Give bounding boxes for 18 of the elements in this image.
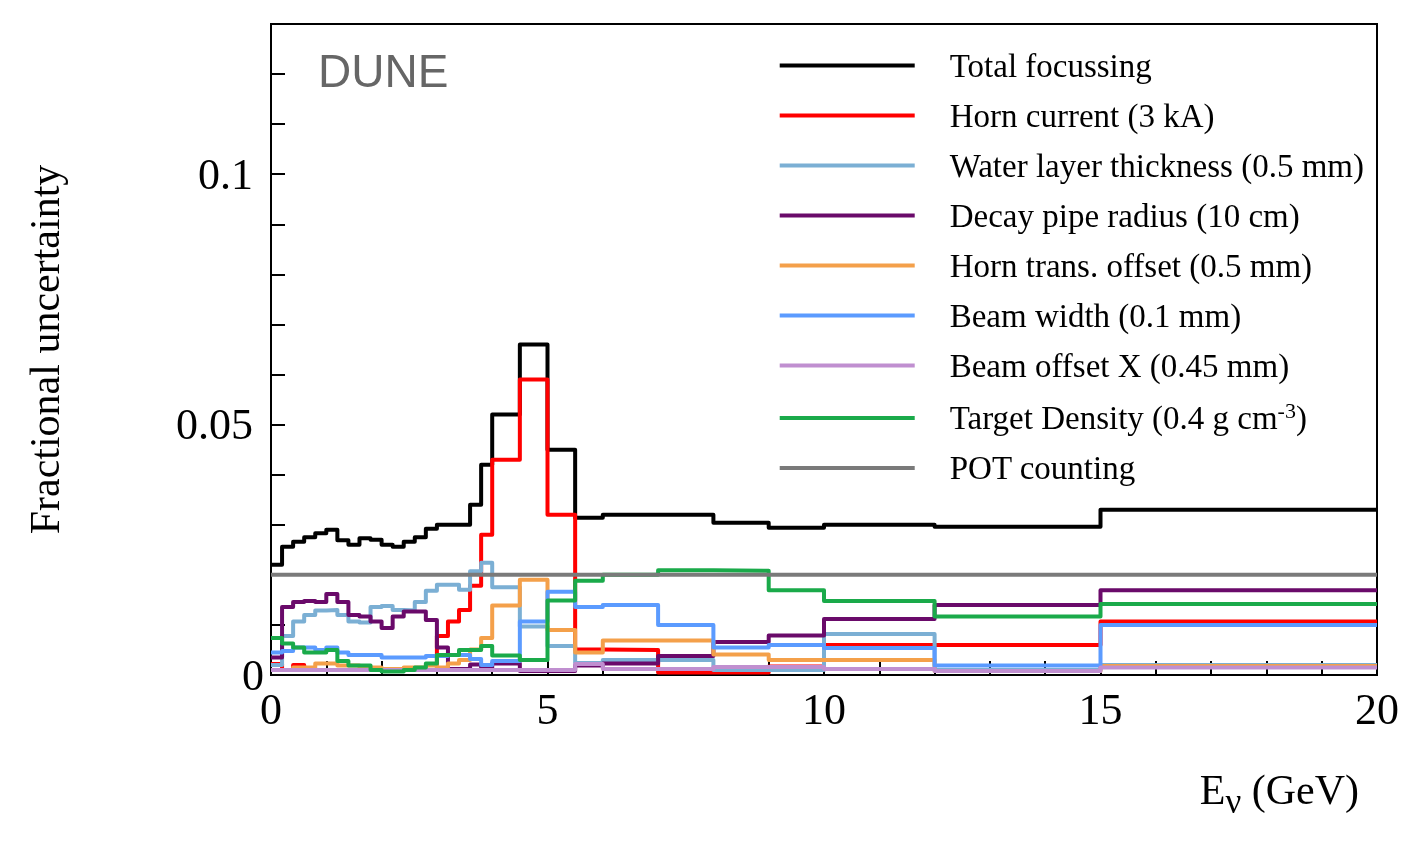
legend-label: Horn current (3 kA): [949, 97, 1215, 135]
y-tick-label: 0.1: [198, 149, 253, 199]
y-axis-title: Fractional uncertainty: [22, 164, 68, 535]
legend-label: Horn trans. offset (0.5 mm): [949, 247, 1313, 285]
x-tick-label: 20: [1355, 684, 1399, 734]
legend-label: POT counting: [949, 450, 1136, 486]
legend-label: Total focussing: [949, 47, 1152, 84]
y-tick-label: 0.05: [176, 400, 253, 450]
y-tick-label: 0: [242, 650, 264, 700]
annotation: DUNE: [318, 45, 449, 97]
legend-label: Beam offset X (0.45 mm): [949, 347, 1290, 385]
x-tick-label: 15: [1078, 684, 1123, 734]
legend-label: Decay pipe radius (10 cm): [949, 197, 1300, 235]
x-axis-title: E$_{ν}$ (GeV): [1199, 766, 1359, 823]
x-tick-label: 10: [802, 684, 846, 734]
legend-label: Beam width (0.1 mm): [949, 297, 1242, 335]
x-tick-label: 5: [536, 684, 559, 734]
legend-label: Water layer thickness (0.5 mm): [949, 147, 1365, 185]
